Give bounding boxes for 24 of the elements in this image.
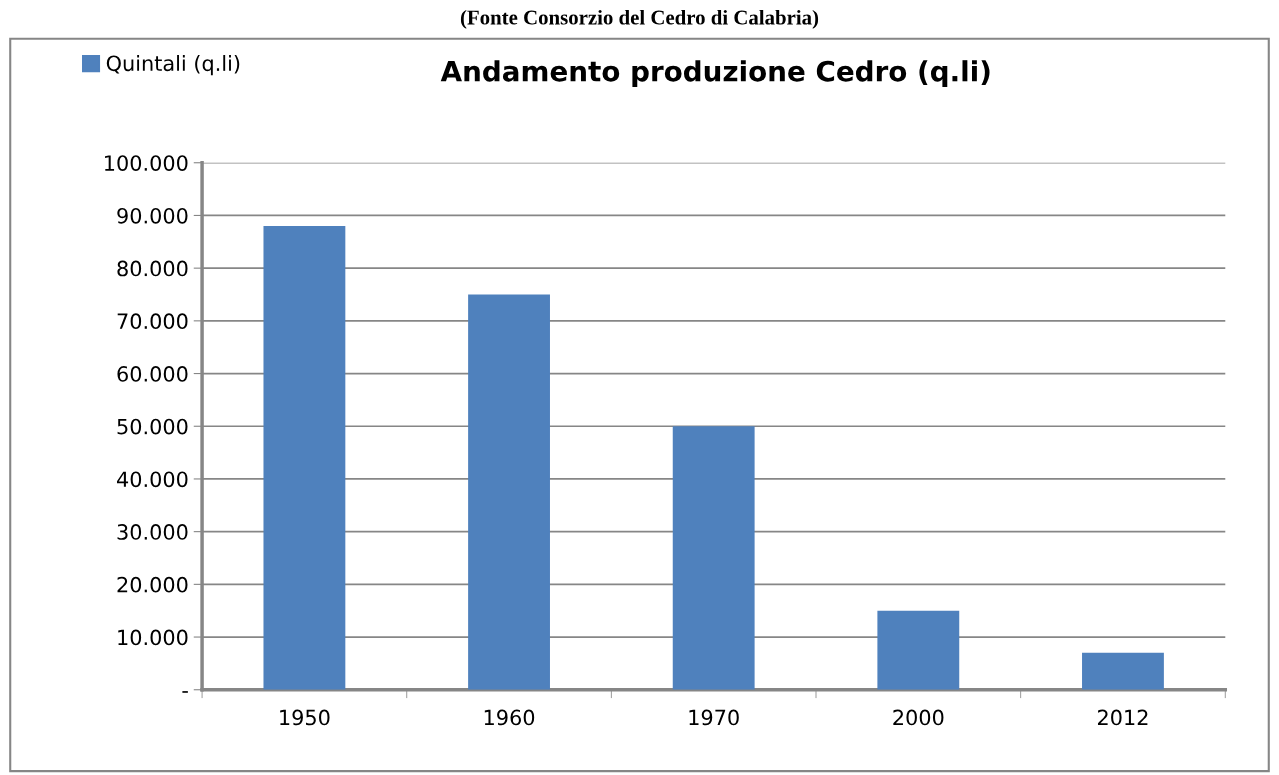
y-tick-label: 60.000: [117, 366, 188, 382]
x-tick-label: 2000: [893, 709, 944, 726]
y-tick-label: -: [182, 691, 188, 693]
x-tick-label: 1960: [484, 709, 535, 726]
y-tick-label: 90.000: [117, 207, 188, 224]
legend-label: Quintali (q.li): [106, 55, 240, 76]
chart-title: Andamento produzione Cedro (q.li): [440, 60, 990, 88]
bar: [468, 294, 550, 690]
y-tick-label: 70.000: [117, 313, 188, 330]
x-tick-label: 1950: [280, 709, 330, 726]
y-tick-label: 80.000: [117, 260, 188, 277]
y-tick-label: 100.000: [105, 155, 188, 171]
y-tick-label: 30.000: [117, 524, 188, 540]
y-tick-label: 50.000: [117, 418, 188, 435]
bar: [672, 426, 755, 690]
y-tick-label: 20.000: [117, 576, 188, 593]
text: (Fonte Consorzio del Cedro di Calabria): [460, 9, 819, 29]
bar: [263, 225, 346, 690]
bar: [877, 610, 960, 690]
x-tick-label: 1970: [689, 709, 739, 726]
y-tick-label: 10.000: [118, 629, 188, 646]
y-tick-label: 40.000: [117, 471, 188, 488]
x-tick-label: 2012: [1097, 709, 1148, 726]
bar: [1082, 652, 1164, 690]
